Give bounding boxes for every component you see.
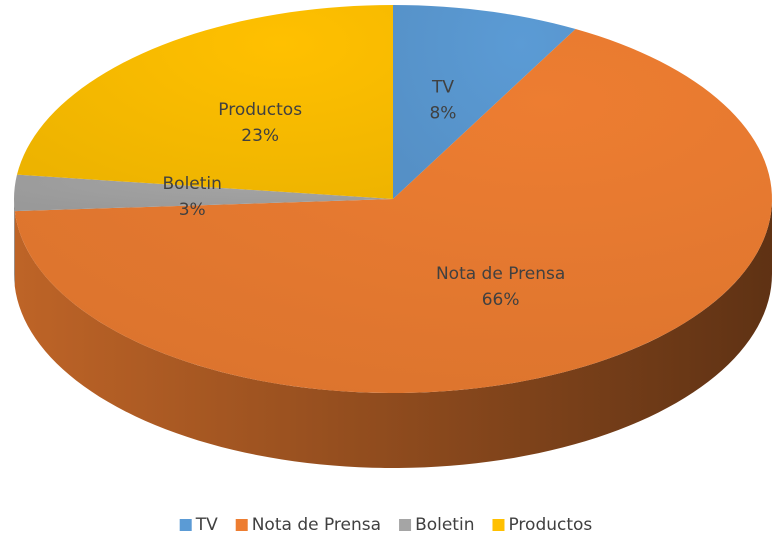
value-label: 66% xyxy=(482,290,520,310)
category-label: Nota de Prensa xyxy=(436,264,565,284)
slice xyxy=(393,5,576,199)
legend-swatch xyxy=(179,519,192,531)
slice-side xyxy=(14,199,15,287)
pie-tops xyxy=(14,5,772,393)
value-label: 3% xyxy=(179,200,206,220)
slice xyxy=(14,174,393,212)
legend-swatch xyxy=(492,519,505,531)
legend-label: Boletin xyxy=(415,515,474,535)
category-label: Productos xyxy=(218,100,302,120)
legend-label: TV xyxy=(195,515,218,535)
category-label: Boletin xyxy=(163,174,222,194)
category-label: TV xyxy=(431,77,454,97)
slice-side xyxy=(14,199,772,468)
value-label: 23% xyxy=(241,126,279,146)
legend: TV Nota de Prensa Boletin Productos xyxy=(179,515,592,535)
slice xyxy=(16,5,394,199)
value-label: 8% xyxy=(429,103,456,123)
legend-label: Nota de Prensa xyxy=(252,515,381,535)
pie-sides xyxy=(14,199,772,468)
data-labels: TV 8% Nota de Prensa 66% Boletin 3% Productos 2… xyxy=(163,77,566,309)
legend-swatch xyxy=(235,519,248,531)
slice xyxy=(14,28,772,393)
legend-label: Productos xyxy=(508,515,592,535)
legend-swatch xyxy=(399,519,412,531)
